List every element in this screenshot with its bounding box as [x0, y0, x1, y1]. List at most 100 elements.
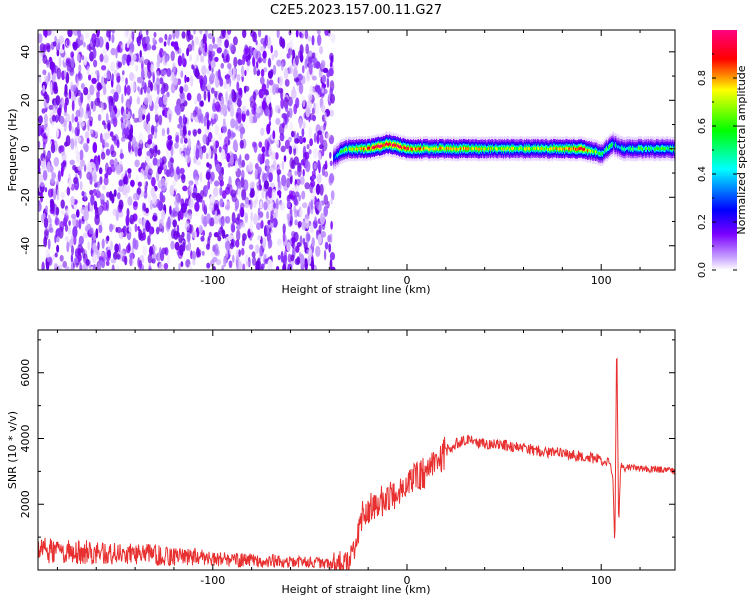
ridge-cell	[347, 148, 349, 152]
ridge-cell	[537, 146, 539, 150]
noise-cell	[166, 254, 171, 265]
noise-cell	[324, 170, 329, 178]
noise-cell	[94, 182, 98, 188]
noise-cell	[213, 232, 220, 238]
noise-cell	[268, 145, 272, 157]
ridge-cell	[455, 147, 457, 151]
ridge-cell	[586, 148, 588, 152]
noise-cell	[287, 96, 293, 107]
noise-cell	[55, 206, 60, 216]
noise-cell	[146, 150, 151, 157]
ridge-cell	[483, 147, 485, 151]
noise-cell	[243, 179, 249, 192]
ridge-cell	[431, 147, 433, 150]
colorbar-tick-label: 0.6	[697, 118, 708, 134]
ridge-cell	[535, 147, 537, 150]
noise-cell	[272, 64, 277, 76]
noise-cell	[164, 33, 168, 41]
noise-cell	[95, 228, 99, 239]
noise-cell	[134, 239, 139, 250]
noise-cell	[262, 253, 268, 260]
noise-cell	[220, 30, 225, 36]
noise-cell	[167, 160, 172, 169]
ridge-cell	[342, 149, 344, 153]
noise-cell	[127, 242, 131, 252]
ridge-cell	[528, 147, 530, 150]
noise-cell	[304, 258, 309, 270]
noise-cell	[203, 115, 207, 127]
noise-cell	[199, 40, 203, 52]
noise-cell	[87, 240, 90, 251]
noise-cell	[107, 119, 111, 132]
noise-cell	[191, 250, 197, 261]
ridge-cell	[570, 147, 572, 151]
noise-cell	[224, 136, 230, 148]
ridge-cell	[356, 146, 358, 150]
noise-cell	[226, 200, 230, 212]
noise-cell	[307, 35, 312, 42]
noise-cell	[217, 69, 221, 80]
noise-cell	[283, 254, 287, 267]
noise-cell	[305, 43, 310, 55]
ridge-cell	[534, 147, 536, 150]
noise-cell	[158, 97, 164, 108]
ridge-cell	[598, 151, 600, 155]
noise-cell	[233, 68, 237, 76]
x-tick-label: 100	[591, 274, 612, 287]
ridge-cell	[536, 147, 538, 151]
noise-cell	[78, 218, 82, 230]
noise-cell	[252, 55, 256, 67]
noise-cell	[51, 172, 56, 180]
noise-cell	[231, 224, 236, 233]
noise-cell	[89, 189, 94, 196]
noise-cell	[314, 216, 317, 223]
ridge-cell	[638, 146, 640, 150]
noise-cell	[178, 263, 181, 270]
noise-cell	[208, 147, 212, 160]
ridge-cell	[473, 147, 475, 151]
noise-cell	[210, 50, 216, 57]
ridge-cell	[380, 144, 382, 148]
ridge-cell	[654, 148, 656, 151]
noise-cell	[283, 113, 288, 126]
noise-cell	[47, 238, 51, 250]
ridge-cell	[520, 146, 522, 150]
ridge-cell	[641, 146, 643, 150]
noise-cell	[38, 202, 42, 212]
ridge-cell	[516, 146, 518, 150]
noise-cell	[116, 139, 120, 149]
noise-cell	[60, 210, 65, 215]
noise-cell	[76, 151, 81, 164]
ridge-cell	[653, 147, 655, 151]
noise-cell	[299, 31, 302, 38]
ridge-cell	[498, 147, 500, 151]
noise-cell	[41, 261, 45, 270]
noise-cell	[79, 262, 82, 270]
noise-cell	[306, 99, 313, 110]
noise-cell	[322, 67, 329, 73]
ridge-cell	[376, 145, 378, 149]
ridge-cell	[467, 147, 469, 151]
noise-cell	[188, 263, 193, 270]
ridge-cell	[456, 147, 458, 151]
ridge-cell	[648, 146, 650, 150]
noise-cell	[62, 160, 67, 166]
noise-cell	[259, 45, 266, 52]
ridge-cell	[485, 147, 487, 150]
noise-cell	[82, 248, 85, 259]
noise-cell	[75, 136, 82, 143]
noise-cell	[265, 108, 271, 117]
ridge-cell	[441, 146, 443, 150]
noise-cell	[145, 220, 151, 233]
noise-cell	[140, 68, 145, 80]
noise-cell	[266, 212, 270, 220]
ridge-cell	[540, 147, 542, 151]
noise-cell	[51, 63, 54, 76]
noise-cell	[78, 64, 82, 74]
noise-cell	[172, 219, 177, 228]
noise-cell	[215, 259, 222, 266]
noise-cell	[124, 255, 128, 266]
noise-cell	[307, 255, 311, 266]
ridge-cell	[612, 143, 614, 147]
ridge-cell	[556, 147, 558, 151]
